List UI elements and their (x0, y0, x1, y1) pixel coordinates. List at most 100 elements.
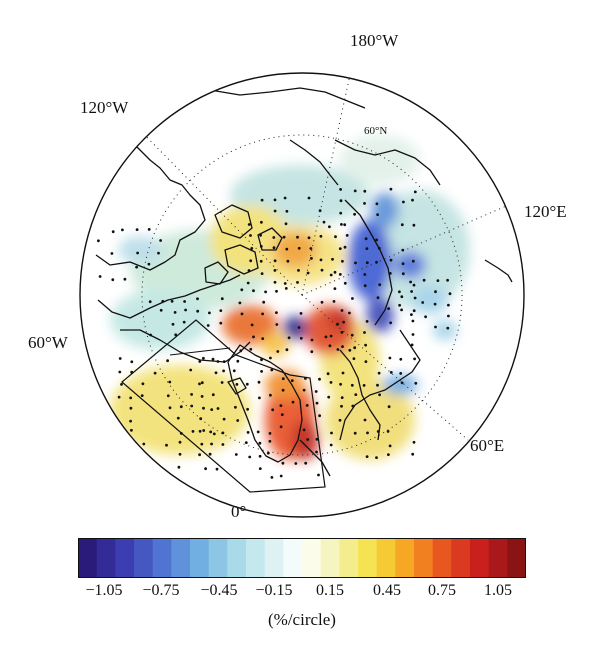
stipple-dot (198, 382, 201, 386)
stipple-dot (389, 187, 393, 191)
stipple-dot (184, 308, 188, 312)
stipple-dot (411, 259, 415, 263)
lon-label-120e: 120°E (524, 202, 567, 221)
stipple-dot (258, 454, 262, 458)
stipple-dot (400, 295, 404, 299)
stipple-dot (309, 247, 313, 250)
stipple-dot (294, 462, 298, 465)
stipple-dot (336, 348, 340, 351)
stipple-dot (340, 223, 343, 226)
stipple-dot (271, 408, 275, 412)
stipple-dot (328, 344, 332, 348)
stipple-dot (310, 257, 313, 260)
stipple-dot (238, 301, 242, 305)
stipple-dot (221, 431, 225, 435)
stipple-dot (447, 314, 450, 318)
colorbar-tick: 0.75 (428, 582, 456, 599)
stipple-dot (118, 357, 122, 360)
stipple-dot (260, 358, 263, 362)
stipple-dot (422, 278, 426, 282)
stipple-dot (410, 313, 413, 316)
stipple-dot (329, 443, 333, 447)
stipple-dot (378, 393, 381, 397)
stipple-dot (279, 404, 283, 407)
stipple-dot (320, 268, 324, 272)
stipple-dot (338, 247, 342, 251)
stipple-dot (338, 273, 342, 276)
stipple-dot (210, 442, 214, 446)
colorbar-segment (134, 538, 154, 578)
stipple-dot (198, 453, 202, 457)
stipple-dot (342, 320, 345, 324)
stipple-dot (413, 296, 417, 300)
stipple-dot (273, 259, 277, 263)
colorbar-segment (96, 538, 116, 578)
analysis-box-inner (169, 347, 231, 356)
stipple-dot (410, 343, 414, 347)
stipple-dot (209, 430, 213, 434)
stipple-dot (168, 406, 172, 410)
stipple-dot (272, 246, 276, 250)
stipple-dot (398, 303, 401, 307)
stipple-dot (446, 326, 450, 330)
stipple-dot (129, 406, 133, 410)
stipple-dot (378, 283, 382, 287)
stipple-dot (222, 369, 226, 373)
stipple-dot (339, 199, 343, 203)
colorbar-border (78, 538, 526, 578)
stipple-dot (412, 309, 416, 313)
stipple-dot (275, 323, 279, 326)
stipple-dot (447, 303, 450, 307)
stipple-dot (250, 247, 254, 250)
stipple-dot (130, 360, 134, 364)
stipple-dot (375, 238, 378, 242)
stipple-dot (433, 302, 437, 306)
stipple-dot (389, 258, 393, 262)
stipple-dot (414, 381, 418, 385)
stipple-dot (219, 309, 223, 312)
stipple-dot (129, 419, 133, 423)
stipple-dot (260, 272, 264, 275)
stipple-dot (299, 312, 303, 315)
stipple-dot (264, 290, 267, 294)
stipple-dot (317, 473, 320, 477)
colorbar-units: (%/circle) (268, 610, 336, 629)
colorbar-segment (302, 538, 322, 578)
colorbar-segment (264, 538, 284, 578)
colorbar-segment (376, 538, 396, 578)
stipple-dot (148, 300, 152, 304)
stipple-dot (200, 381, 204, 385)
stipple-dot (328, 225, 331, 229)
stipple-dot (299, 336, 303, 340)
stipple-dot (273, 280, 277, 284)
lon-label-0: 0° (231, 502, 247, 521)
significance-stippling (97, 187, 452, 479)
stipple-dot (261, 337, 265, 340)
stipple-dot (375, 456, 378, 459)
stipple-dot (198, 360, 202, 363)
colorbar-segment (78, 538, 98, 578)
stipple-dot (252, 289, 255, 293)
stipple-dot (329, 381, 333, 384)
stipple-dot (413, 357, 416, 361)
analysis-box (121, 319, 326, 493)
stipple-dot (273, 198, 277, 202)
stipple-dot (297, 269, 300, 272)
stipple-dot (296, 235, 299, 239)
colorbar-segment (152, 538, 172, 578)
graticule (129, 74, 521, 456)
stipple-dot (111, 230, 115, 234)
stipple-dot (206, 324, 210, 327)
colorbar-segment (414, 538, 434, 578)
map-boundary (79, 72, 525, 518)
stipple-dot (343, 245, 347, 249)
colorbar-segment (227, 538, 247, 578)
stipple-dot (249, 234, 252, 237)
stipple-dot (413, 190, 417, 194)
stipple-dot (388, 444, 392, 448)
stipple-dot (208, 452, 212, 456)
stipple-dot (307, 236, 311, 240)
stipple-dot (269, 356, 272, 360)
stipple-dot (305, 404, 309, 407)
